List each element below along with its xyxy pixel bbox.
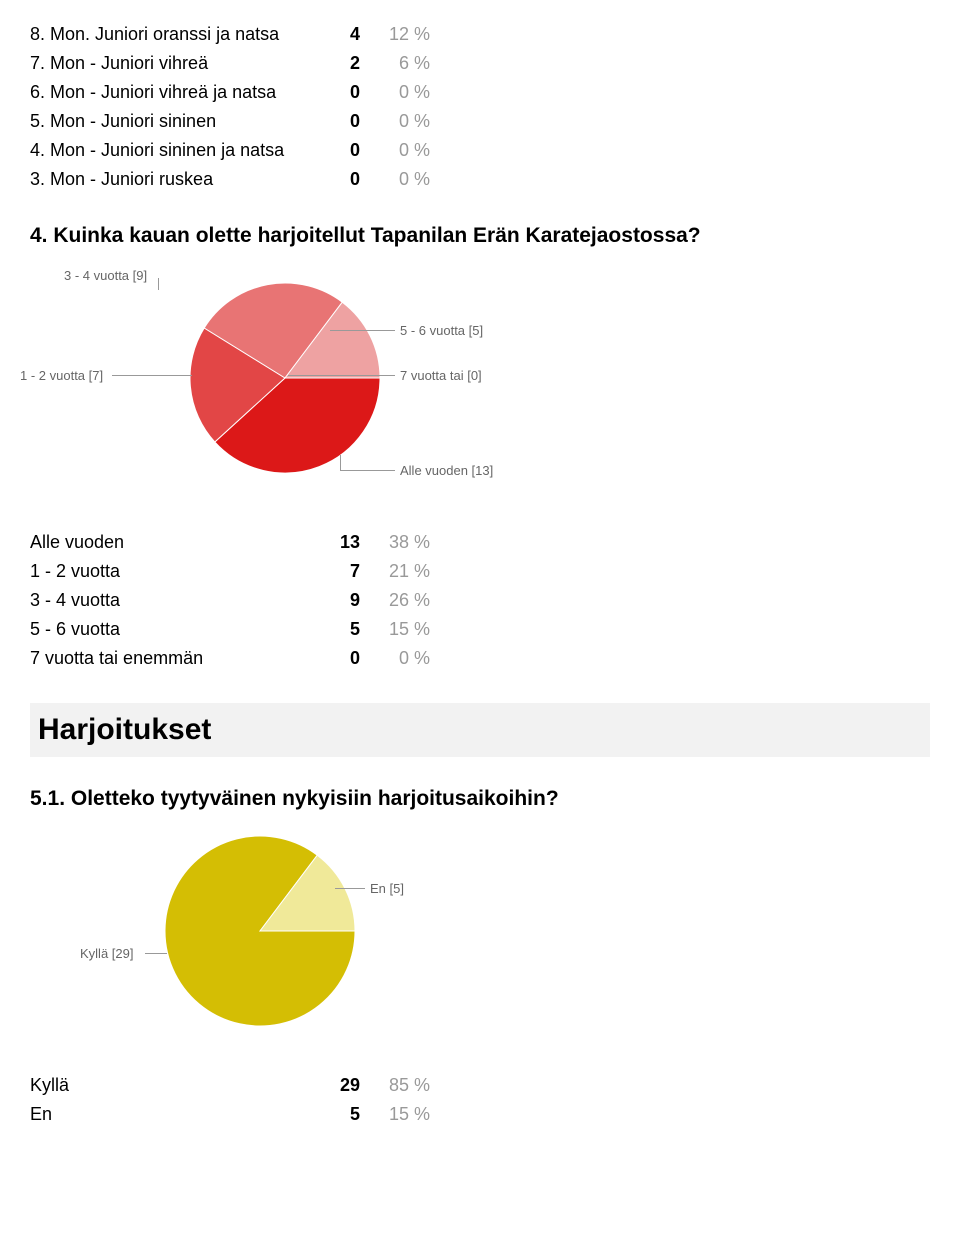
row-count: 0 xyxy=(320,78,370,107)
table-row: 5 - 6 vuotta515 % xyxy=(30,615,440,644)
row-label: En xyxy=(30,1100,320,1129)
table-row: 1 - 2 vuotta721 % xyxy=(30,557,440,586)
row-pct: 21 % xyxy=(370,557,440,586)
row-label: 5 - 6 vuotta xyxy=(30,615,320,644)
table-row: 7. Mon - Juniori vihreä26 % xyxy=(30,49,440,78)
row-label: 4. Mon - Juniori sininen ja natsa xyxy=(30,136,320,165)
row-pct: 15 % xyxy=(370,1100,440,1129)
row-label: 8. Mon. Juniori oranssi ja natsa xyxy=(30,20,320,49)
row-count: 0 xyxy=(320,107,370,136)
row-pct: 12 % xyxy=(370,20,440,49)
row-label: 3. Mon - Juniori ruskea xyxy=(30,165,320,194)
row-label: 5. Mon - Juniori sininen xyxy=(30,107,320,136)
table-row: 3. Mon - Juniori ruskea00 % xyxy=(30,165,440,194)
row-pct: 0 % xyxy=(370,165,440,194)
row-label: 3 - 4 vuotta xyxy=(30,586,320,615)
row-label: 1 - 2 vuotta xyxy=(30,557,320,586)
table-row: Kyllä2985 % xyxy=(30,1071,440,1100)
pie-label-alle: Alle vuoden [13] xyxy=(400,463,493,478)
row-label: 7 vuotta tai enemmän xyxy=(30,644,320,673)
satisfaction-table: Kyllä2985 % En515 % xyxy=(30,1071,440,1129)
pie-svg xyxy=(30,826,500,1046)
belt-results-table: 8. Mon. Juniori oranssi ja natsa412 % 7.… xyxy=(30,20,440,194)
table-row: 7 vuotta tai enemmän00 % xyxy=(30,644,440,673)
row-count: 9 xyxy=(320,586,370,615)
training-duration-table: Alle vuoden1338 % 1 - 2 vuotta721 % 3 - … xyxy=(30,528,440,673)
row-count: 5 xyxy=(320,615,370,644)
row-label: Alle vuoden xyxy=(30,528,320,557)
row-pct: 0 % xyxy=(370,644,440,673)
pie-label-en: En [5] xyxy=(370,881,404,896)
row-pct: 38 % xyxy=(370,528,440,557)
row-count: 5 xyxy=(320,1100,370,1129)
row-pct: 0 % xyxy=(370,107,440,136)
row-count: 4 xyxy=(320,20,370,49)
row-count: 13 xyxy=(320,528,370,557)
table-row: 3 - 4 vuotta926 % xyxy=(30,586,440,615)
row-label: 7. Mon - Juniori vihreä xyxy=(30,49,320,78)
row-count: 0 xyxy=(320,644,370,673)
pie-svg xyxy=(30,263,590,503)
row-pct: 15 % xyxy=(370,615,440,644)
table-row: En515 % xyxy=(30,1100,440,1129)
row-count: 29 xyxy=(320,1071,370,1100)
training-duration-pie-chart: 3 - 4 vuotta [9] 5 - 6 vuotta [5] 7 vuot… xyxy=(30,263,590,503)
pie-label-5-6: 5 - 6 vuotta [5] xyxy=(400,323,483,338)
section-harjoitukset-title: Harjoitukset xyxy=(30,703,930,757)
row-count: 0 xyxy=(320,165,370,194)
row-pct: 85 % xyxy=(370,1071,440,1100)
table-row: Alle vuoden1338 % xyxy=(30,528,440,557)
table-row: 8. Mon. Juniori oranssi ja natsa412 % xyxy=(30,20,440,49)
row-pct: 0 % xyxy=(370,78,440,107)
question-5-1-title: 5.1. Oletteko tyytyväinen nykyisiin harj… xyxy=(30,787,930,811)
table-row: 6. Mon - Juniori vihreä ja natsa00 % xyxy=(30,78,440,107)
row-count: 7 xyxy=(320,557,370,586)
row-label: 6. Mon - Juniori vihreä ja natsa xyxy=(30,78,320,107)
pie-label-3-4: 3 - 4 vuotta [9] xyxy=(64,268,147,283)
row-count: 0 xyxy=(320,136,370,165)
pie-label-kylla: Kyllä [29] xyxy=(80,946,133,961)
row-pct: 6 % xyxy=(370,49,440,78)
pie-label-1-2: 1 - 2 vuotta [7] xyxy=(20,368,103,383)
satisfaction-pie-chart: Kyllä [29] En [5] xyxy=(30,826,500,1046)
pie-label-7plus: 7 vuotta tai [0] xyxy=(400,368,482,383)
row-label: Kyllä xyxy=(30,1071,320,1100)
table-row: 4. Mon - Juniori sininen ja natsa00 % xyxy=(30,136,440,165)
row-count: 2 xyxy=(320,49,370,78)
question-4-title: 4. Kuinka kauan olette harjoitellut Tapa… xyxy=(30,224,930,248)
row-pct: 26 % xyxy=(370,586,440,615)
table-row: 5. Mon - Juniori sininen00 % xyxy=(30,107,440,136)
row-pct: 0 % xyxy=(370,136,440,165)
